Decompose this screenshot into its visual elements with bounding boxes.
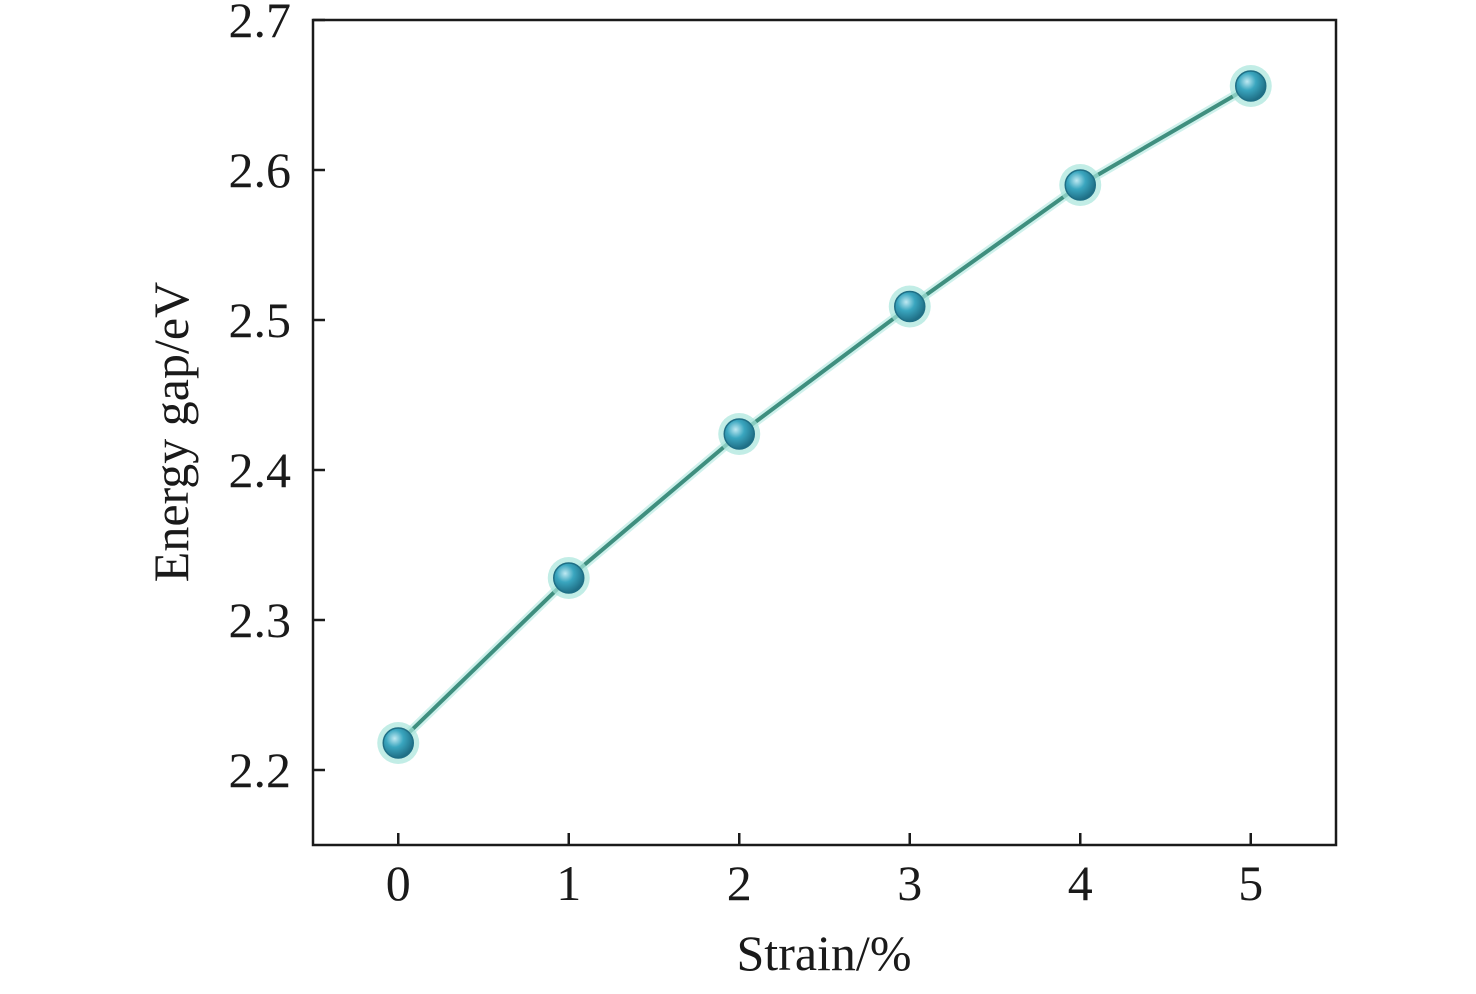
- y-tick-label: 2.3: [229, 592, 292, 648]
- series-line: [396, 84, 1252, 745]
- x-tick-label: 2: [727, 855, 752, 911]
- x-tick-label: 0: [386, 855, 411, 911]
- x-axis-title: Strain/%: [737, 925, 912, 981]
- x-axis-ticks: 0 1 2 3 4 5: [386, 833, 1263, 911]
- data-point-marker: [553, 562, 585, 594]
- series-line-glow: [395, 82, 1254, 747]
- data-point: [377, 722, 420, 764]
- data-point-marker: [723, 418, 755, 450]
- x-tick-label: 1: [556, 855, 581, 911]
- data-point: [1059, 164, 1102, 206]
- data-point: [888, 285, 931, 328]
- data-point-marker: [1064, 169, 1096, 201]
- y-tick-label: 2.2: [229, 742, 292, 798]
- y-axis-title: Energy gap/eV: [143, 282, 199, 582]
- x-tick-label: 5: [1238, 855, 1263, 911]
- data-point: [718, 413, 761, 455]
- y-axis-ticks: 2.2 2.3 2.4 2.5 2.6 2.7: [229, 0, 325, 798]
- data-point: [547, 557, 590, 599]
- data-point-marker: [894, 290, 926, 323]
- y-tick-label: 2.4: [229, 442, 292, 498]
- x-tick-label: 4: [1068, 855, 1093, 911]
- plot-frame: [311, 18, 1338, 847]
- y-tick-label: 2.5: [229, 292, 292, 348]
- data-point: [1229, 65, 1272, 107]
- y-tick-label: 2.7: [229, 0, 292, 48]
- series-layer: [377, 65, 1272, 764]
- x-tick-label: 3: [897, 855, 922, 911]
- y-tick-label: 2.6: [229, 142, 292, 198]
- data-point-marker: [1235, 70, 1267, 102]
- data-point-marker: [382, 727, 414, 759]
